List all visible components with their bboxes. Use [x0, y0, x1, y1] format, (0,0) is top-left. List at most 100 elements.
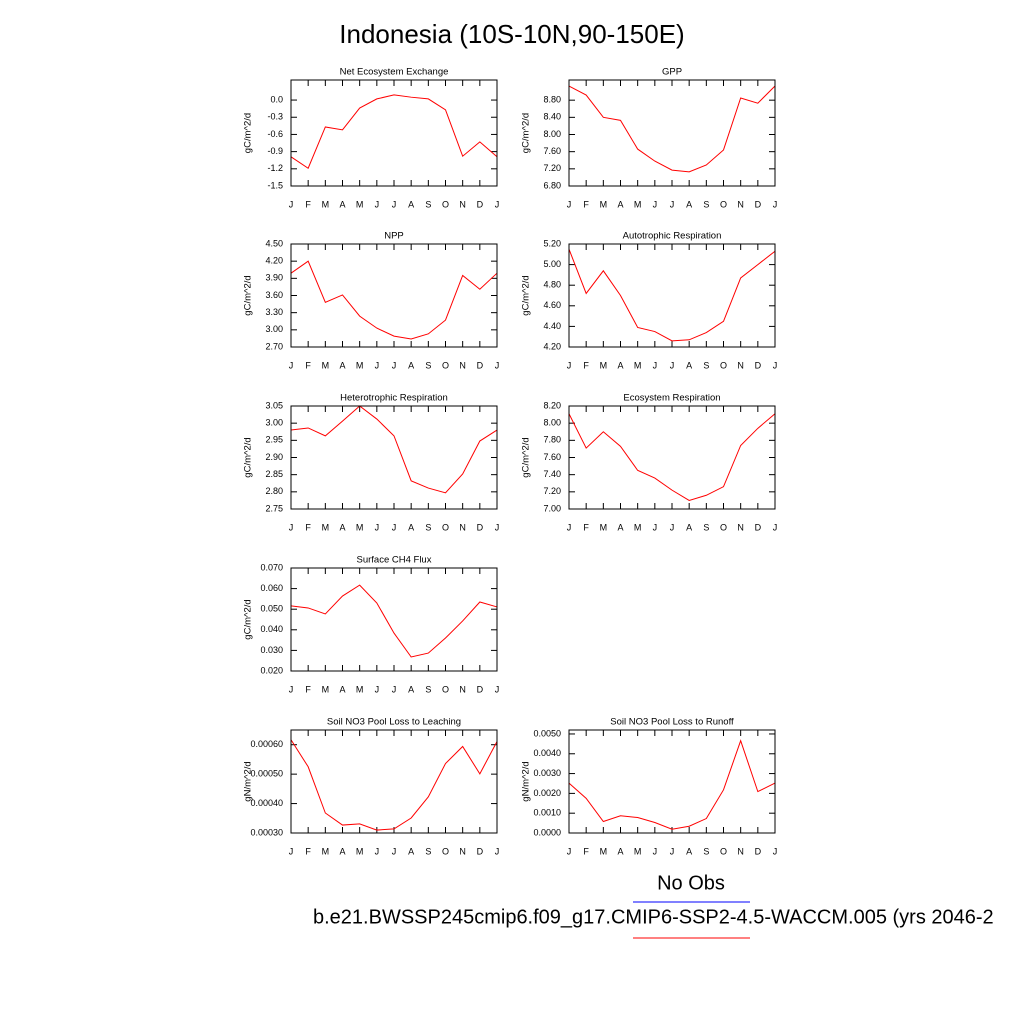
y-tick-label: 3.30: [265, 307, 283, 317]
x-tick-label: N: [459, 199, 466, 209]
panel-title: Net Ecosystem Exchange: [340, 67, 449, 78]
x-tick-label: F: [305, 684, 311, 694]
y-tick-label: 4.60: [543, 300, 561, 310]
panel-title: GPP: [662, 67, 682, 78]
y-tick-label: 7.60: [543, 452, 561, 462]
x-tick-label: M: [322, 360, 330, 370]
x-tick-label: A: [617, 522, 623, 532]
y-tick-label: 0.00030: [250, 827, 283, 837]
plot-frame: [290, 243, 498, 348]
x-tick-label: J: [392, 360, 397, 370]
y-tick-label: 0.030: [260, 645, 283, 655]
x-tick-label: A: [408, 360, 414, 370]
panel-title: Surface CH4 Flux: [357, 555, 432, 566]
y-tick-label: -0.6: [267, 129, 283, 139]
x-tick-label: D: [477, 360, 484, 370]
y-axis-label: gN/m^2/d: [243, 761, 254, 801]
y-tick-label: 0.020: [260, 665, 283, 675]
x-tick-label: M: [634, 846, 642, 856]
plot-frame: [290, 405, 498, 510]
x-tick-label: J: [289, 684, 294, 694]
x-tick-label: J: [773, 846, 778, 856]
data-line: [290, 739, 498, 831]
figure-title: Indonesia (10S-10N,90-150E): [339, 19, 684, 49]
x-tick-label: F: [583, 846, 589, 856]
x-tick-label: M: [634, 360, 642, 370]
x-tick-label: M: [356, 199, 364, 209]
x-tick-label: S: [703, 846, 709, 856]
x-tick-label: J: [495, 360, 500, 370]
y-tick-label: 4.20: [265, 256, 283, 266]
panel-title: Soil NO3 Pool Loss to Runoff: [610, 717, 734, 728]
plot-frame: [290, 79, 498, 187]
x-tick-label: J: [495, 684, 500, 694]
x-tick-label: M: [322, 684, 330, 694]
y-tick-label: 3.00: [265, 418, 283, 428]
x-tick-label: A: [617, 199, 623, 209]
y-tick-label: 7.20: [543, 486, 561, 496]
data-line: [568, 413, 776, 501]
y-tick-label: 7.60: [543, 146, 561, 156]
x-tick-label: A: [686, 360, 692, 370]
x-tick-label: M: [322, 522, 330, 532]
y-tick-label: 7.40: [543, 469, 561, 479]
x-tick-label: S: [425, 522, 431, 532]
y-tick-label: 0.0: [270, 94, 283, 104]
x-tick-label: O: [442, 846, 449, 856]
plot-frame: [290, 729, 498, 834]
x-tick-label: D: [755, 199, 762, 209]
x-tick-label: S: [425, 199, 431, 209]
x-tick-label: J: [375, 522, 380, 532]
x-tick-label: O: [442, 522, 449, 532]
x-tick-label: M: [356, 846, 364, 856]
x-tick-label: F: [305, 522, 311, 532]
y-tick-label: 0.070: [260, 562, 283, 572]
x-tick-label: J: [653, 522, 658, 532]
x-tick-label: J: [670, 199, 675, 209]
x-tick-label: N: [459, 684, 466, 694]
x-tick-label: J: [289, 199, 294, 209]
x-tick-label: J: [653, 846, 658, 856]
x-tick-label: O: [442, 199, 449, 209]
y-tick-label: 8.80: [543, 95, 561, 105]
y-tick-label: -1.2: [267, 163, 283, 173]
x-tick-label: S: [703, 360, 709, 370]
y-tick-label: 0.0000: [533, 827, 561, 837]
x-tick-label: A: [339, 846, 345, 856]
x-tick-label: D: [755, 522, 762, 532]
x-tick-label: J: [567, 846, 572, 856]
x-tick-label: J: [773, 360, 778, 370]
x-tick-label: A: [408, 522, 414, 532]
x-tick-label: A: [339, 199, 345, 209]
panel-title: Autotrophic Respiration: [623, 231, 722, 242]
x-tick-label: O: [442, 684, 449, 694]
y-tick-label: 2.75: [265, 503, 283, 513]
x-tick-label: J: [567, 360, 572, 370]
x-tick-label: J: [392, 846, 397, 856]
y-tick-label: -0.9: [267, 146, 283, 156]
x-tick-label: O: [442, 360, 449, 370]
x-tick-label: S: [703, 522, 709, 532]
x-tick-label: J: [375, 846, 380, 856]
y-tick-label: 7.80: [543, 435, 561, 445]
panel: Ecosystem Respiration gC/m^2/d 8.20 8.00 7.8…: [521, 393, 778, 533]
y-tick-label: 8.40: [543, 112, 561, 122]
y-tick-label: 8.00: [543, 129, 561, 139]
data-line: [290, 584, 498, 658]
x-tick-label: F: [305, 846, 311, 856]
plot-frame: [568, 405, 776, 510]
x-tick-label: J: [495, 846, 500, 856]
x-tick-label: J: [392, 684, 397, 694]
x-tick-label: F: [305, 360, 311, 370]
x-tick-label: M: [634, 199, 642, 209]
x-tick-label: M: [356, 522, 364, 532]
x-tick-label: J: [670, 522, 675, 532]
x-tick-label: O: [720, 199, 727, 209]
x-tick-label: J: [289, 846, 294, 856]
y-tick-label: 3.05: [265, 400, 283, 410]
x-tick-label: J: [289, 522, 294, 532]
y-tick-label: 0.0010: [533, 808, 561, 818]
y-tick-label: 7.20: [543, 163, 561, 173]
panel: Soil NO3 Pool Loss to LeachinggN/m^2/d0.…: [243, 717, 500, 857]
